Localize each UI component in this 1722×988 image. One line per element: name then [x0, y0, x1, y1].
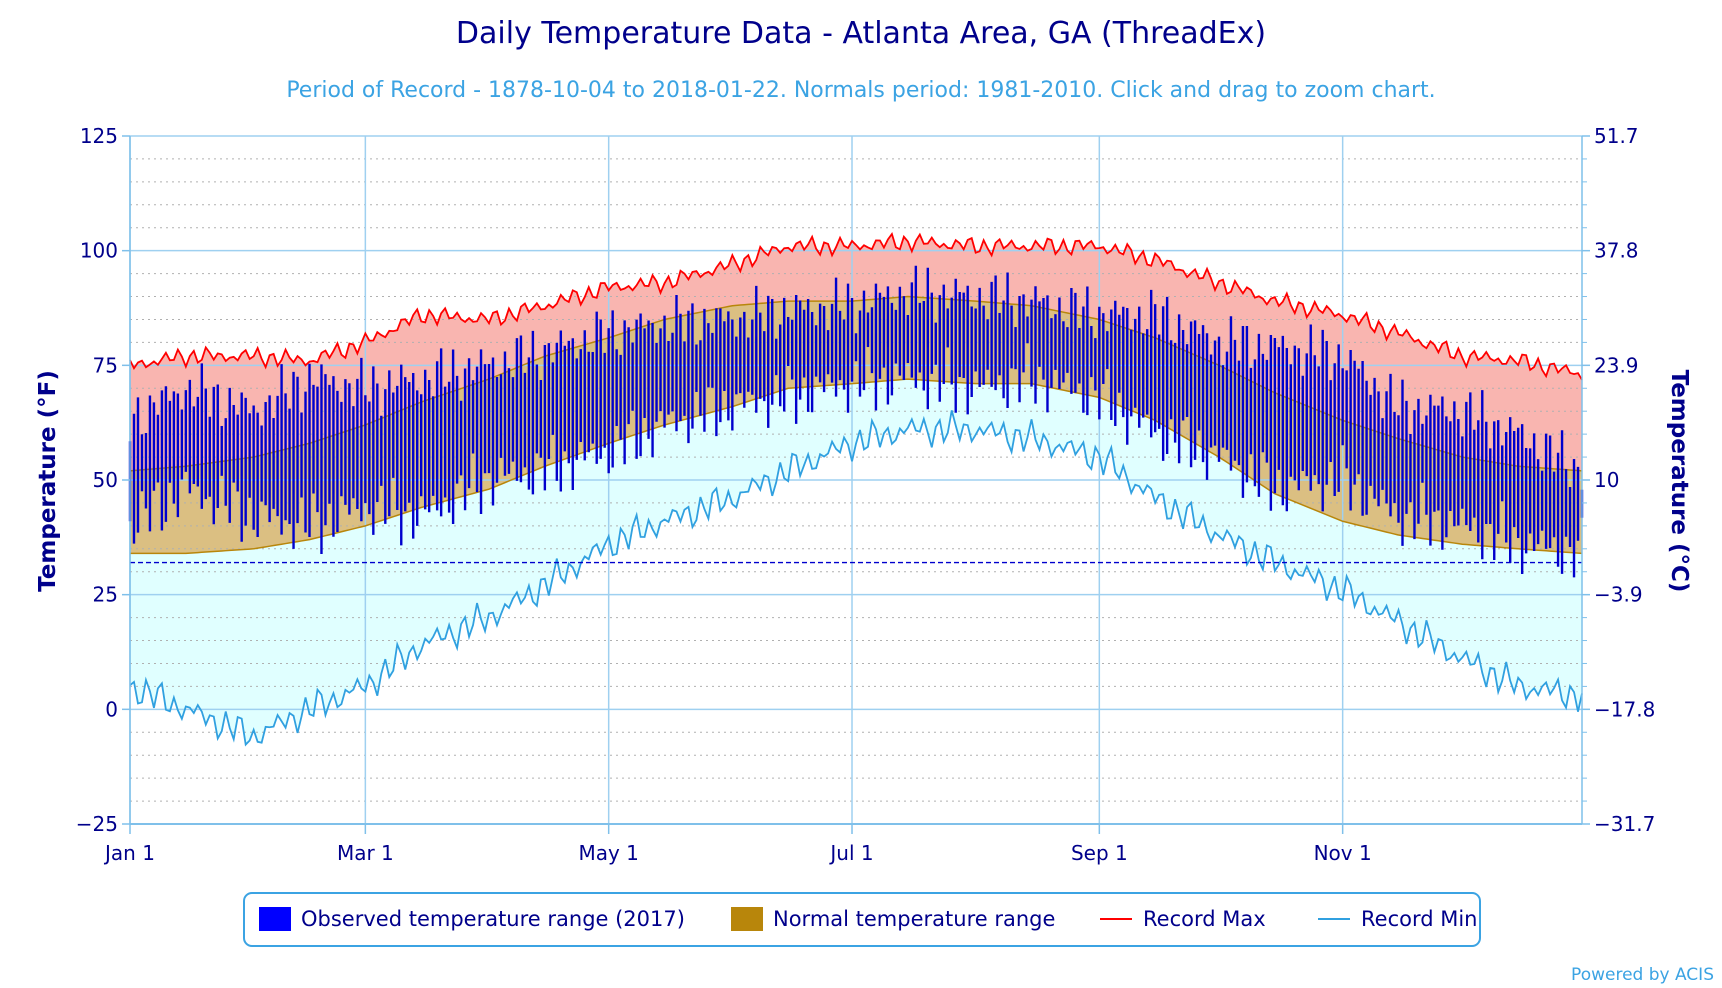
x-tick-label: Jul 1: [828, 841, 873, 865]
y-tick-label-right: 10: [1594, 468, 1619, 492]
y-tick-label-right: −17.8: [1594, 697, 1655, 721]
y-tick-label-right: −31.7: [1594, 812, 1655, 836]
normal-high-line: [129, 295, 1583, 472]
plot-area[interactable]: 125 51.7 100 37.8 75 23.9 50 10 25 −3.9 0 −17.8 −25 −…: [76, 124, 1656, 865]
legend-swatch-normal: [731, 907, 763, 931]
y-tick-label-left: 100: [80, 239, 118, 263]
credit-text[interactable]: Powered by ACIS: [1571, 965, 1714, 985]
y-tick-label-right: −3.9: [1594, 583, 1643, 607]
legend-label-record-min: Record Min: [1361, 907, 1478, 931]
x-tick-label: Mar 1: [337, 841, 394, 865]
x-tick-label: Sep 1: [1071, 841, 1128, 865]
legend-swatch-observed: [259, 907, 291, 931]
legend[interactable]: Observed temperature range (2017) Normal…: [243, 892, 1481, 947]
y-axis-title-right: Temperature (°C): [1666, 370, 1692, 593]
x-tick-label: May 1: [578, 841, 638, 865]
y-tick-label-right: 23.9: [1594, 353, 1639, 377]
y-tick-label-left: 25: [93, 583, 118, 607]
chart-title: Daily Temperature Data - Atlanta Area, G…: [456, 16, 1266, 51]
y-tick-label-left: 0: [105, 697, 118, 721]
y-tick-label-right: 37.8: [1594, 239, 1639, 263]
normal-low-line: [130, 378, 1583, 555]
legend-label-record-max: Record Max: [1143, 907, 1266, 931]
legend-item-record-min[interactable]: Record Min: [1318, 907, 1478, 931]
x-tick-label: Nov 1: [1314, 841, 1372, 865]
y-tick-label-left: −25: [76, 812, 118, 836]
y-tick-label-right: 51.7: [1594, 124, 1639, 148]
legend-item-observed[interactable]: Observed temperature range (2017): [259, 907, 685, 931]
legend-label-observed: Observed temperature range (2017): [301, 907, 685, 931]
record-max-band: [130, 234, 1582, 471]
legend-item-normal[interactable]: Normal temperature range: [731, 907, 1055, 931]
legend-item-record-max[interactable]: Record Max: [1100, 907, 1266, 931]
legend-label-normal: Normal temperature range: [773, 907, 1055, 931]
y-tick-label-left: 125: [80, 124, 118, 148]
y-tick-label-left: 50: [93, 468, 118, 492]
chart-subtitle: Period of Record - 1878-10-04 to 2018-01…: [286, 78, 1435, 103]
record-max-line[interactable]: [129, 232, 1583, 381]
legend-box: [243, 892, 1481, 947]
y-axis-title-left: Temperature (°F): [35, 370, 61, 592]
x-tick-label: Jan 1: [103, 841, 155, 865]
record-min-band: [130, 379, 1582, 745]
record-min-line[interactable]: [129, 410, 1583, 747]
y-tick-label-left: 75: [93, 353, 118, 377]
